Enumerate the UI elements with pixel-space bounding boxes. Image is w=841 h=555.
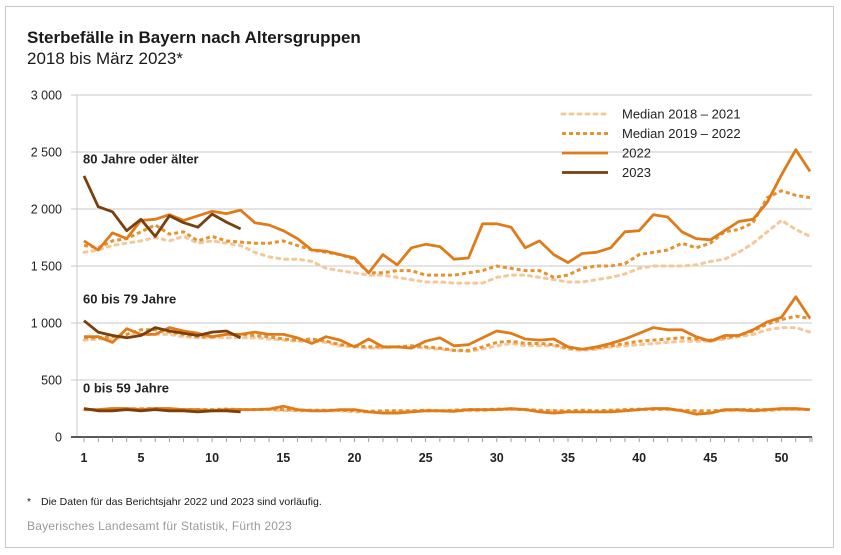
y-tick-label: 500: [41, 374, 62, 388]
age-group-1: [82, 295, 812, 353]
series-median-2018-2021: [82, 218, 812, 285]
series-y2022: [83, 148, 812, 275]
legend-label: 2022: [622, 146, 651, 161]
x-tick-label: 35: [561, 451, 575, 465]
footnote: * Die Daten für das Berichtsjahr 2022 und…: [27, 496, 322, 508]
source-credit: Bayerisches Landesamt für Statistik, Für…: [27, 519, 292, 533]
x-tick-label: 20: [348, 451, 362, 465]
x-tick-label: 1: [81, 451, 88, 465]
y-tick-label: 2 000: [31, 203, 62, 217]
legend-label: Median 2019 – 2022: [622, 126, 741, 141]
x-tick-label: 50: [775, 451, 789, 465]
series-layer: [82, 148, 812, 416]
y-tick-label: 2 500: [31, 146, 62, 160]
y-tick-label: 1 500: [31, 260, 62, 274]
series-y2023: [82, 175, 242, 238]
footnote-marker: *: [27, 496, 32, 508]
group-label: 80 Jahre oder älter: [83, 151, 199, 166]
x-tick-label: 30: [490, 451, 504, 465]
grid-layer: [71, 94, 813, 442]
series-y2023: [83, 407, 241, 414]
age-group-0: [82, 148, 812, 285]
series-median-2019-2022: [84, 314, 811, 352]
x-tick-label: 15: [276, 451, 290, 465]
x-tick-label: 5: [137, 451, 144, 465]
series-y2023: [83, 319, 242, 340]
age-group-2: [82, 404, 812, 416]
x-tick-label: 25: [419, 451, 433, 465]
group-label: 60 bis 79 Jahre: [83, 292, 176, 307]
y-tick-label: 0: [55, 431, 62, 445]
x-tick-label: 45: [703, 451, 717, 465]
x-tick-label: 40: [632, 451, 646, 465]
chart-subtitle: 2018 bis März 2023*: [27, 49, 183, 68]
chart-frame: [5, 6, 834, 548]
group-label: 0 bis 59 Jahre: [83, 381, 169, 396]
chart-title: Sterbefälle in Bayern nach Altersgruppen: [27, 28, 361, 47]
legend-label: Median 2018 – 2021: [622, 107, 741, 122]
legend-label: 2023: [622, 165, 651, 180]
y-tick-label: 3 000: [31, 89, 62, 103]
x-tick-label: 10: [205, 451, 219, 465]
y-tick-label: 1 000: [31, 317, 62, 331]
legend: Median 2018 – 2021 Median 2019 – 2022 2022…: [560, 107, 741, 180]
footnote-text: Die Daten für das Berichtsjahr 2022 und …: [41, 496, 322, 508]
